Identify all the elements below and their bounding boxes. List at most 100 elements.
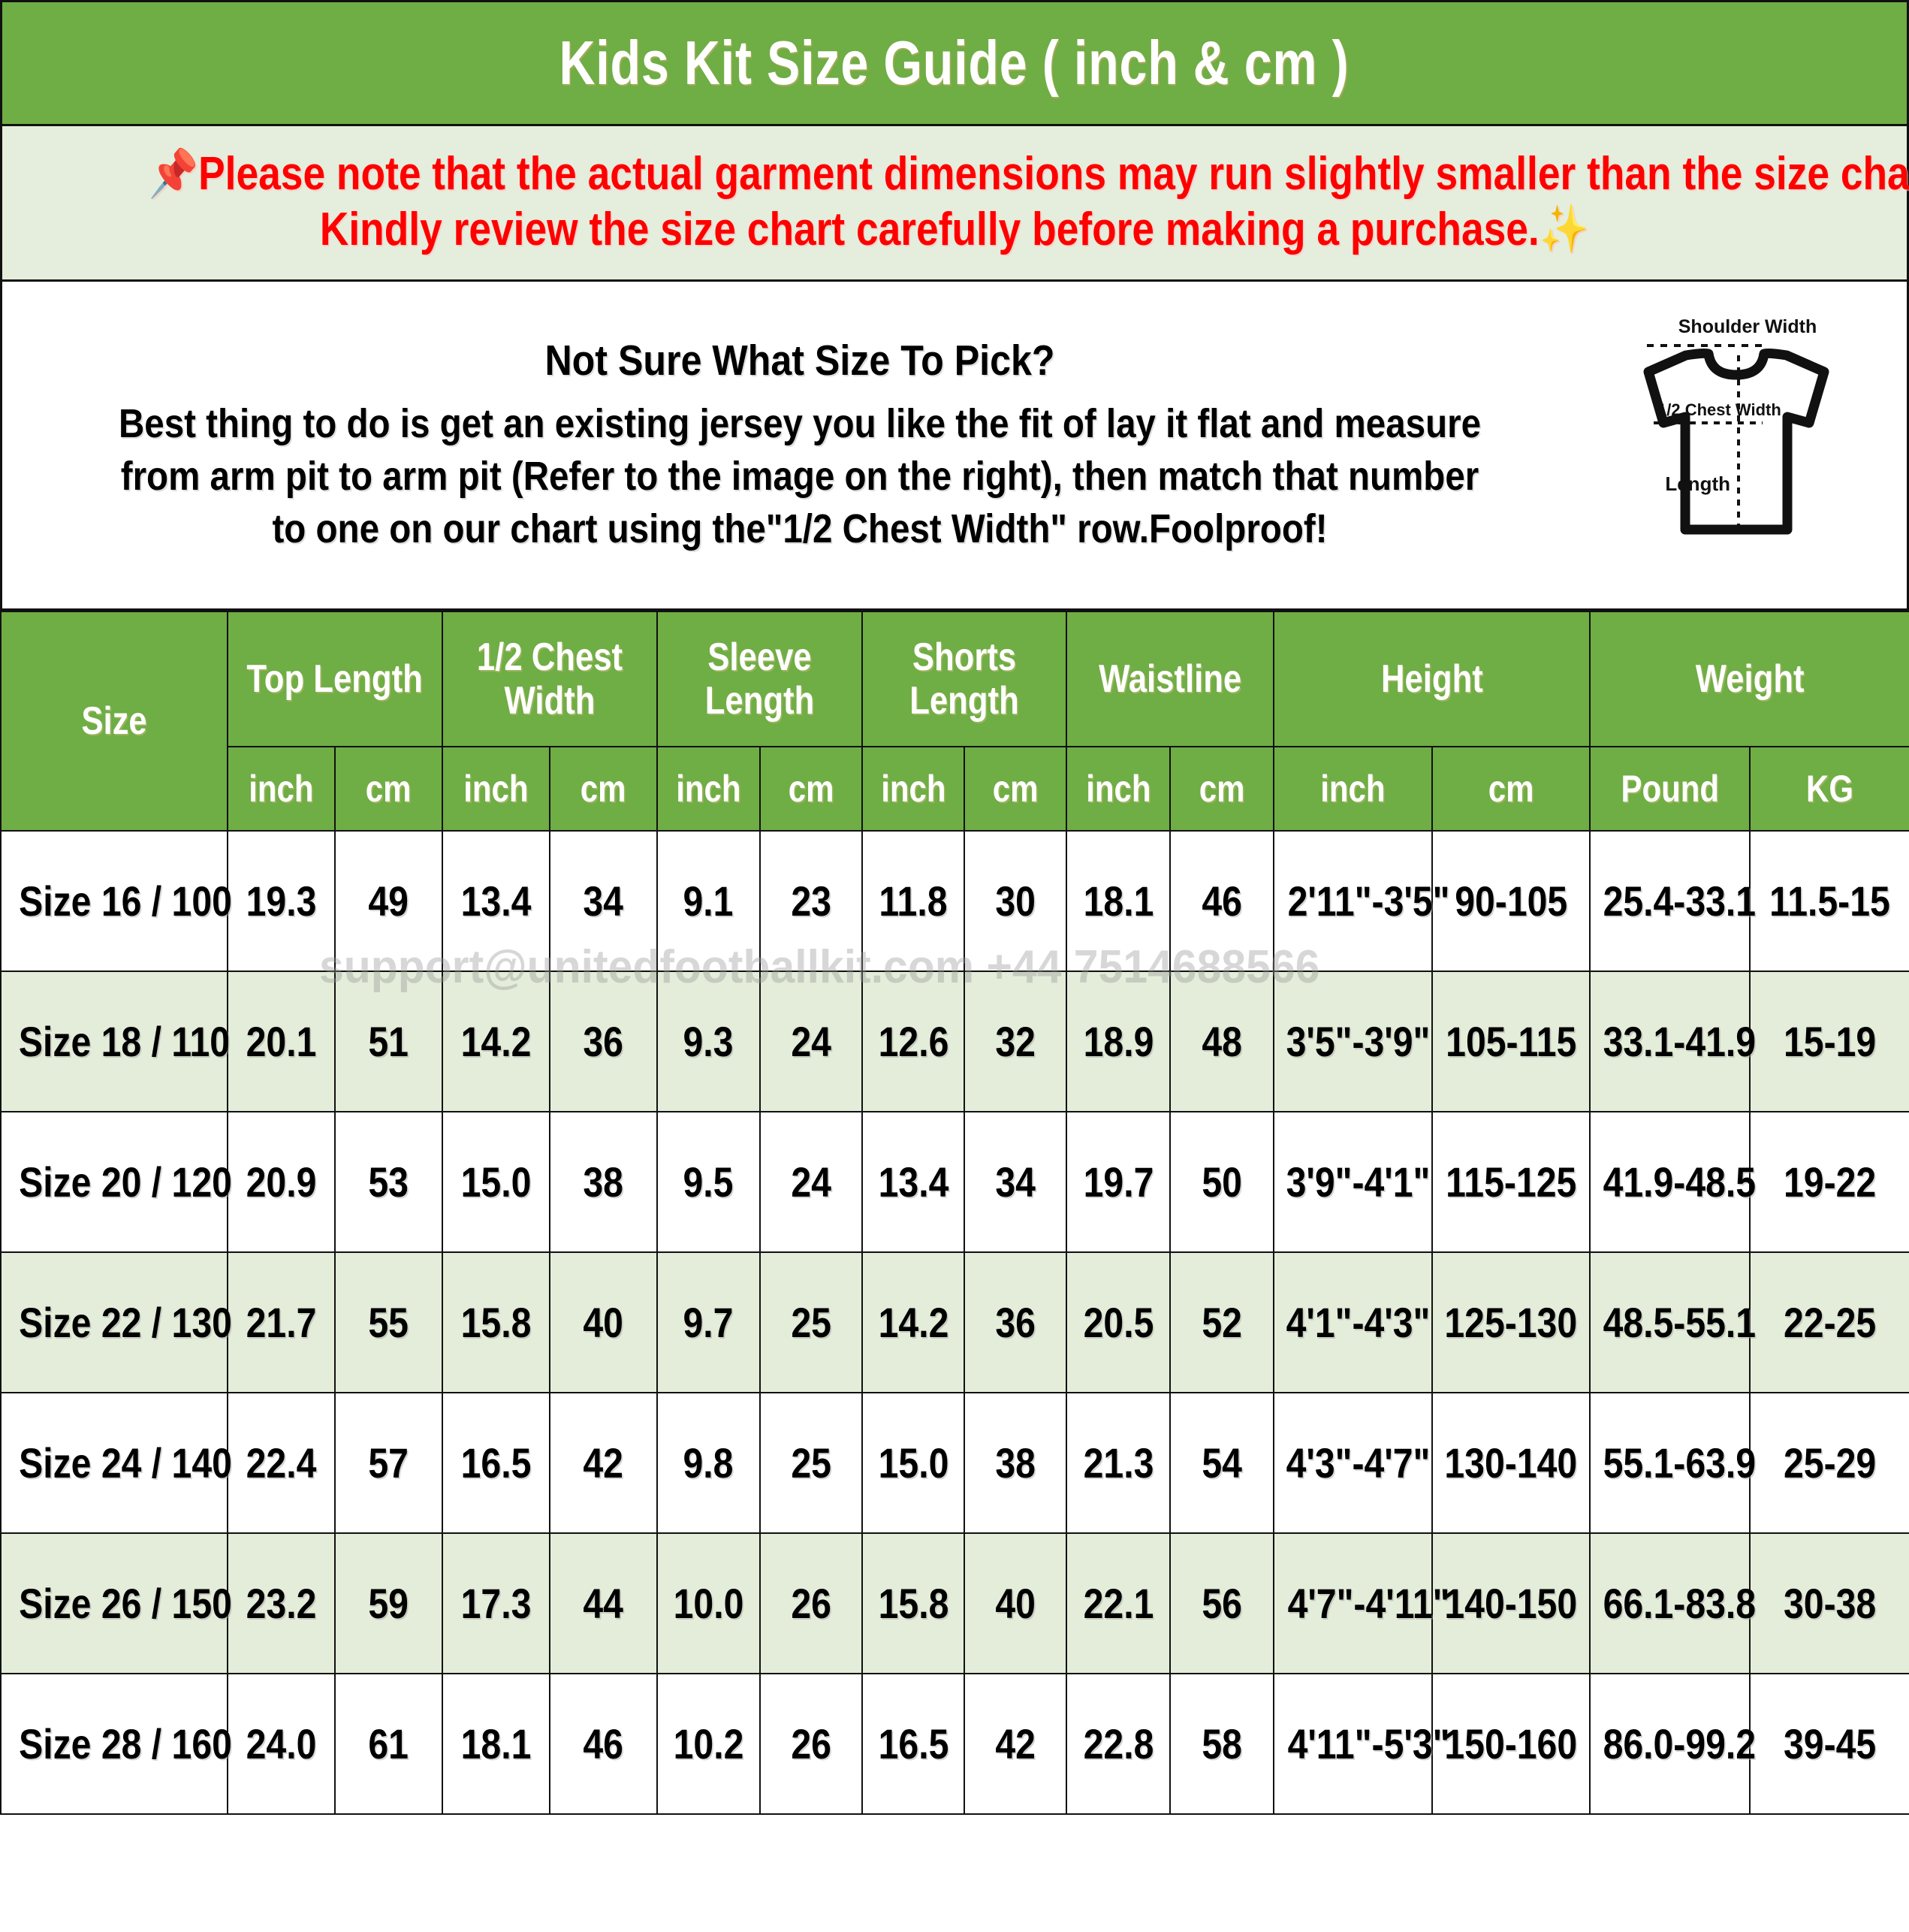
page-title: Kids Kit Size Guide ( inch & cm ) (559, 28, 1350, 98)
cell-weight-pound: 55.1-63.9 (1589, 1392, 1756, 1535)
group-header-height-label: Height (1380, 657, 1483, 702)
cell-chest-cm: 42 (549, 1392, 658, 1535)
cell-sleeve-inch: 10.2 (656, 1673, 761, 1816)
cell-height-inch: 4'3"-4'7" (1273, 1392, 1433, 1535)
cell-shorts-cm: 38 (964, 1392, 1067, 1535)
cell-top-length-inch: 20.1 (227, 971, 336, 1113)
cell-chest-cm: 34 (549, 830, 658, 973)
group-header-weight-label: Weight (1695, 657, 1805, 702)
intro-heading: Not Sure What Size To Pick? (544, 336, 1055, 385)
cell-chest-cm: 44 (549, 1532, 658, 1675)
unit-header-13: KG (1749, 746, 1909, 832)
cell-shorts-inch: 15.0 (861, 1392, 965, 1535)
cell-weight-pound: 86.0-99.2 (1589, 1673, 1756, 1816)
unit-header-10: inch (1273, 746, 1433, 832)
intro-text: Not Sure What Size To Pick? Best thing t… (2, 336, 1597, 556)
cell-height-cm: 125-130 (1431, 1251, 1591, 1394)
table-row: Size 28 / 160 24.0 61 18.1 46 10.2 26 16… (0, 1673, 1909, 1816)
cell-height-cm: 115-125 (1431, 1111, 1591, 1254)
cell-waist-cm: 48 (1169, 971, 1274, 1113)
cell-height-cm: 140-150 (1431, 1532, 1591, 1675)
cell-sleeve-cm: 23 (758, 830, 863, 973)
cell-size: Size 26 / 150 (0, 1532, 232, 1675)
cell-top-length-cm: 57 (334, 1392, 443, 1535)
group-header-size: Size (0, 611, 228, 832)
cell-shorts-cm: 34 (964, 1111, 1067, 1254)
cell-weight-kg: 15-19 (1749, 971, 1909, 1113)
cell-shorts-inch: 16.5 (861, 1673, 965, 1816)
cell-size: Size 28 / 160 (0, 1673, 232, 1816)
cell-chest-cm: 38 (549, 1111, 658, 1254)
cell-shorts-cm: 36 (964, 1251, 1067, 1394)
unit-header-row: inch cm inch cm inch cm inch cm inch cm … (1, 746, 1909, 832)
cell-weight-kg: 30-38 (1749, 1532, 1909, 1675)
cell-chest-inch: 15.0 (442, 1111, 550, 1254)
size-table-wrap: Size Top Length 1/2 Chest Width Sleeve L… (0, 611, 1909, 1816)
size-table: Size Top Length 1/2 Chest Width Sleeve L… (0, 611, 1909, 1816)
intro-line-2: from arm pit to arm pit (Refer to the im… (120, 453, 1479, 499)
cell-weight-kg: 39-45 (1749, 1673, 1909, 1816)
cell-weight-kg: 19-22 (1749, 1111, 1909, 1254)
cell-chest-cm: 36 (549, 971, 658, 1113)
cell-top-length-inch: 24.0 (227, 1673, 336, 1816)
cell-waist-inch: 20.5 (1066, 1251, 1171, 1394)
group-header-weight: Weight (1589, 611, 1909, 748)
cell-shorts-inch: 14.2 (861, 1251, 965, 1394)
cell-height-inch: 2'11"-3'5" (1273, 830, 1449, 973)
cell-shorts-inch: 12.6 (861, 971, 965, 1113)
cell-waist-cm: 46 (1169, 830, 1274, 973)
tshirt-icon: Shoulder Width 1/2 Chest Width Length (1643, 316, 1829, 535)
cell-sleeve-inch: 9.3 (656, 971, 761, 1113)
cell-sleeve-cm: 26 (758, 1532, 863, 1675)
cell-sleeve-inch: 9.5 (656, 1111, 761, 1254)
cell-waist-cm: 58 (1169, 1673, 1274, 1816)
pushpin-icon: 📌 (148, 146, 199, 201)
table-row: Size 18 / 110 20.1 51 14.2 36 9.3 24 12.… (0, 971, 1909, 1113)
title-banner: Kids Kit Size Guide ( inch & cm ) (0, 0, 1909, 126)
table-row: Size 16 / 100 19.3 49 13.4 34 9.1 23 11.… (0, 830, 1909, 973)
cell-sleeve-cm: 25 (758, 1392, 863, 1535)
group-header-shorts-length-label: Shorts Length (909, 635, 1019, 723)
unit-header-11: cm (1431, 746, 1591, 832)
group-header-waistline-label: Waistline (1098, 657, 1242, 702)
cell-sleeve-inch: 9.1 (656, 830, 761, 973)
cell-chest-cm: 46 (549, 1673, 658, 1816)
unit-header-1: cm (334, 746, 443, 832)
cell-sleeve-cm: 25 (758, 1251, 863, 1394)
group-header-row: Size Top Length 1/2 Chest Width Sleeve L… (0, 611, 1909, 832)
cell-weight-pound: 25.4-33.1 (1589, 830, 1756, 973)
cell-size: Size 24 / 140 (0, 1392, 232, 1535)
unit-header-4: inch (656, 746, 761, 832)
cell-shorts-cm: 30 (964, 830, 1067, 973)
unit-header-12: Pound (1589, 746, 1751, 832)
table-row: Size 20 / 120 20.9 53 15.0 38 9.5 24 13.… (0, 1111, 1909, 1254)
cell-top-length-cm: 49 (334, 830, 443, 973)
cell-waist-inch: 21.3 (1066, 1392, 1171, 1535)
cell-shorts-inch: 11.8 (861, 830, 965, 973)
cell-chest-cm: 40 (549, 1251, 658, 1394)
cell-top-length-inch: 19.3 (227, 830, 336, 973)
cell-weight-pound: 66.1-83.8 (1589, 1532, 1756, 1675)
cell-height-inch: 3'9"-4'1" (1273, 1111, 1433, 1254)
cell-sleeve-inch: 10.0 (656, 1532, 761, 1675)
cell-height-inch: 4'11"-5'3" (1273, 1673, 1449, 1816)
notice-line-2: Kindly review the size chart carefully b… (145, 201, 1765, 257)
cell-chest-inch: 18.1 (442, 1673, 550, 1816)
group-header-waistline: Waistline (1066, 611, 1274, 748)
cell-waist-cm: 54 (1169, 1392, 1274, 1535)
cell-waist-inch: 18.1 (1066, 830, 1171, 973)
intro-block: Not Sure What Size To Pick? Best thing t… (0, 282, 1909, 611)
cell-top-length-inch: 22.4 (227, 1392, 336, 1535)
cell-size: Size 20 / 120 (0, 1111, 232, 1254)
cell-waist-cm: 56 (1169, 1532, 1274, 1675)
cell-waist-cm: 50 (1169, 1111, 1274, 1254)
group-header-size-label: Size (81, 699, 147, 744)
group-header-height: Height (1273, 611, 1591, 748)
tshirt-outline (1643, 348, 1829, 535)
cell-chest-inch: 16.5 (442, 1392, 550, 1535)
cell-chest-inch: 14.2 (442, 971, 550, 1113)
cell-height-cm: 90-105 (1431, 830, 1591, 973)
notice-block: 📌Please note that the actual garment dim… (0, 126, 1909, 282)
cell-shorts-cm: 40 (964, 1532, 1067, 1675)
